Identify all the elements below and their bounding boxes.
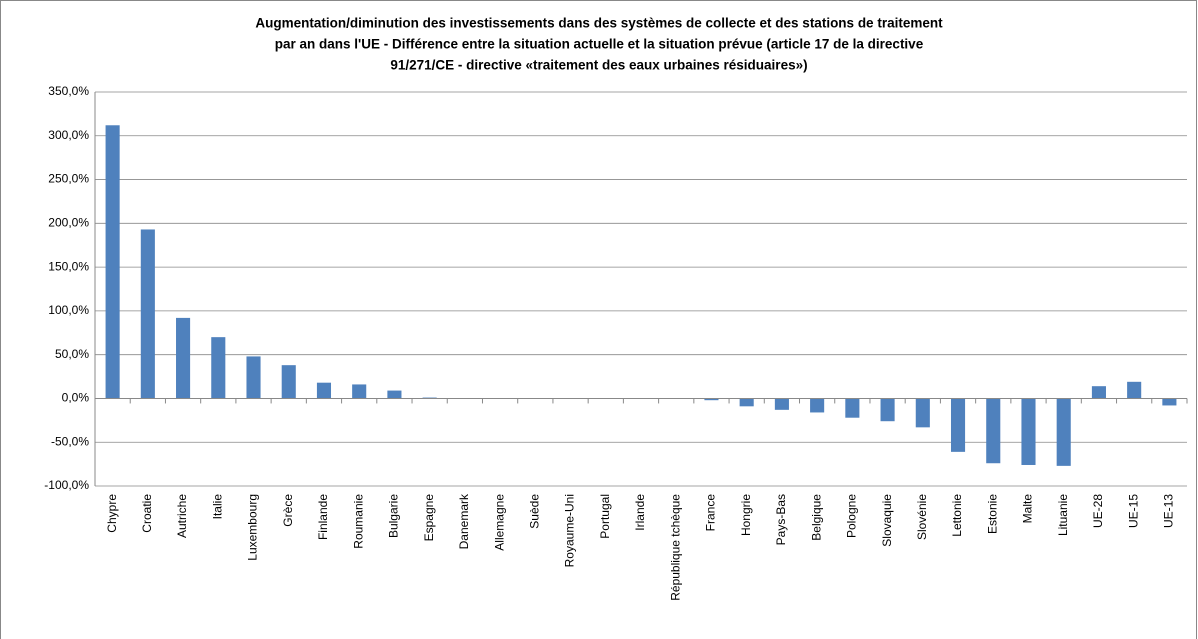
bar xyxy=(316,382,332,399)
bar xyxy=(739,398,754,407)
x-tick-label: Belgique xyxy=(809,494,823,541)
bar xyxy=(211,337,226,399)
x-tick-label: Chypre xyxy=(105,494,119,533)
x-tick-label: Italie xyxy=(210,494,224,520)
y-tick-label: 150,0% xyxy=(48,259,89,273)
bar xyxy=(1091,386,1106,399)
y-tick-label: -50,0% xyxy=(51,434,89,448)
x-tick-label: UE-13 xyxy=(1162,494,1176,528)
bar xyxy=(105,125,120,399)
x-tick-label: Hongrie xyxy=(739,494,753,536)
x-tick-label: France xyxy=(704,494,718,532)
y-tick-label: 50,0% xyxy=(55,347,89,361)
y-tick-label: 100,0% xyxy=(48,303,89,317)
bar xyxy=(704,398,719,401)
x-tick-label: Royaume-Uni xyxy=(563,494,577,567)
x-tick-label: Pologne xyxy=(845,494,859,538)
bar xyxy=(774,398,789,410)
bar xyxy=(1021,398,1036,465)
x-tick-label: Luxembourg xyxy=(246,494,260,561)
y-tick-label: 350,0% xyxy=(48,84,89,98)
bar xyxy=(387,390,402,399)
y-tick-label: 200,0% xyxy=(48,216,89,230)
y-tick-label: -100,0% xyxy=(44,478,89,492)
x-tick-label: République tchèque xyxy=(668,494,682,601)
x-tick-label: Malte xyxy=(1021,494,1035,524)
x-tick-label: Allemagne xyxy=(492,494,506,551)
chart-title: 91/271/CE - directive «traitement des ea… xyxy=(390,58,807,73)
x-tick-label: Finlande xyxy=(316,494,330,540)
y-tick-label: 250,0% xyxy=(48,172,89,186)
bar xyxy=(810,398,825,413)
bar xyxy=(986,398,1001,464)
bar xyxy=(1162,398,1177,406)
x-tick-label: Danemark xyxy=(457,493,471,549)
x-tick-label: Bulgarie xyxy=(387,494,401,538)
bar xyxy=(246,356,261,399)
x-tick-label: Lituanie xyxy=(1056,494,1070,536)
x-tick-label: Slovaquie xyxy=(880,494,894,547)
x-tick-label: Espagne xyxy=(422,494,436,542)
bar xyxy=(140,229,155,399)
bar xyxy=(1127,381,1142,399)
x-tick-label: Suède xyxy=(527,494,541,529)
bar xyxy=(915,398,930,428)
bar xyxy=(281,365,296,399)
x-tick-label: Lettonie xyxy=(950,494,964,537)
y-tick-label: 0,0% xyxy=(62,391,90,405)
bar xyxy=(950,398,966,452)
bar xyxy=(1056,398,1071,466)
x-tick-label: Estonie xyxy=(985,494,999,534)
x-tick-label: Portugal xyxy=(598,494,612,539)
chart-title: par an dans l'UE - Différence entre la s… xyxy=(275,37,924,52)
bar xyxy=(880,398,895,422)
chart-title: Augmentation/diminution des investisseme… xyxy=(255,16,943,31)
x-tick-label: Autriche xyxy=(175,494,189,538)
bar xyxy=(352,384,367,399)
bar xyxy=(845,398,860,418)
x-tick-label: Grèce xyxy=(281,494,295,527)
x-tick-label: Slovénie xyxy=(915,494,929,540)
bar xyxy=(176,317,191,399)
x-tick-label: Irlande xyxy=(633,494,647,531)
x-tick-label: Roumanie xyxy=(351,494,365,549)
x-tick-label: Pays-Bas xyxy=(774,494,788,545)
x-tick-label: Croatie xyxy=(140,494,154,533)
x-tick-label: UE-28 xyxy=(1091,494,1105,528)
x-tick-label: UE-15 xyxy=(1126,494,1140,528)
y-tick-label: 300,0% xyxy=(48,128,89,142)
